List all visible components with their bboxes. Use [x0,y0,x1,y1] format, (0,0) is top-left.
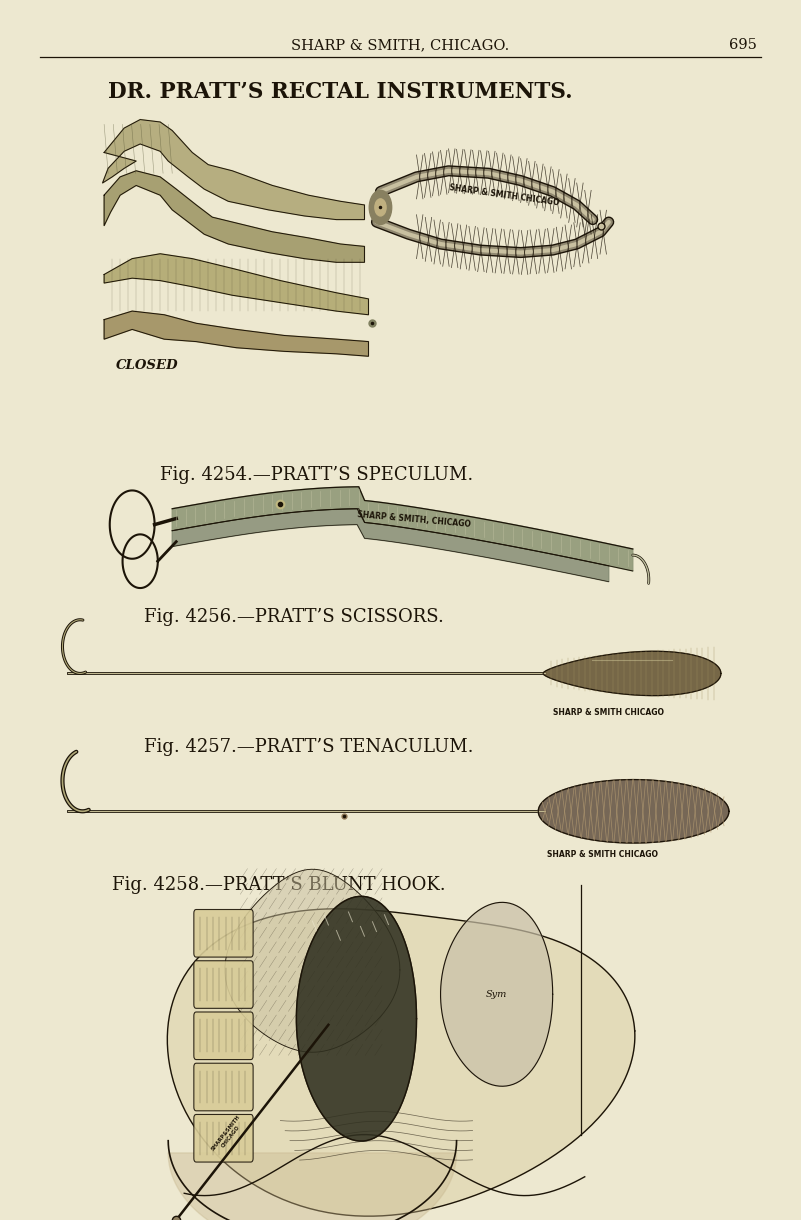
Polygon shape [167,909,635,1216]
Text: Fig. 4258.—PRATT’S BLUNT HOOK.: Fig. 4258.—PRATT’S BLUNT HOOK. [112,876,446,894]
FancyBboxPatch shape [194,1064,253,1110]
Polygon shape [441,903,553,1086]
FancyBboxPatch shape [194,1013,253,1059]
Circle shape [369,190,392,224]
FancyBboxPatch shape [194,910,253,956]
Text: 695: 695 [729,38,757,52]
Polygon shape [543,651,721,695]
Text: SHARP & SMITH CHICAGO: SHARP & SMITH CHICAGO [553,708,664,716]
Polygon shape [172,509,609,582]
Polygon shape [225,870,400,1052]
Text: Sym: Sym [486,989,507,999]
FancyBboxPatch shape [194,961,253,1008]
Polygon shape [104,171,364,262]
Text: SHARP & SMITH CHICAGO: SHARP & SMITH CHICAGO [449,183,560,207]
Polygon shape [123,534,158,588]
Polygon shape [538,780,729,843]
Text: SHARP & SMITH CHICAGO: SHARP & SMITH CHICAGO [547,850,658,859]
FancyBboxPatch shape [194,1115,253,1161]
Polygon shape [168,1153,457,1220]
Text: Fig. 4257.—PRATT’S TENACULUM.: Fig. 4257.—PRATT’S TENACULUM. [144,738,473,756]
Polygon shape [296,897,417,1141]
Text: SHARP & SMITH, CHICAGO.: SHARP & SMITH, CHICAGO. [292,38,509,52]
Polygon shape [104,311,368,356]
Circle shape [375,199,386,216]
Polygon shape [103,120,364,220]
Text: DR. PRATT’S RECTAL INSTRUMENTS.: DR. PRATT’S RECTAL INSTRUMENTS. [108,81,573,102]
Polygon shape [104,254,368,315]
Text: SHARP & SMITH, CHICAGO: SHARP & SMITH, CHICAGO [356,510,471,529]
Text: Fig. 4254.—PRATT’S SPECULUM.: Fig. 4254.—PRATT’S SPECULUM. [160,466,473,484]
Text: Fig. 4256.—PRATT’S SCISSORS.: Fig. 4256.—PRATT’S SCISSORS. [144,608,444,626]
Polygon shape [172,487,633,571]
Text: SHARP&SMITH
CHICAGO: SHARP&SMITH CHICAGO [211,1114,246,1155]
Polygon shape [110,490,155,559]
Text: CLOSED: CLOSED [116,359,179,372]
